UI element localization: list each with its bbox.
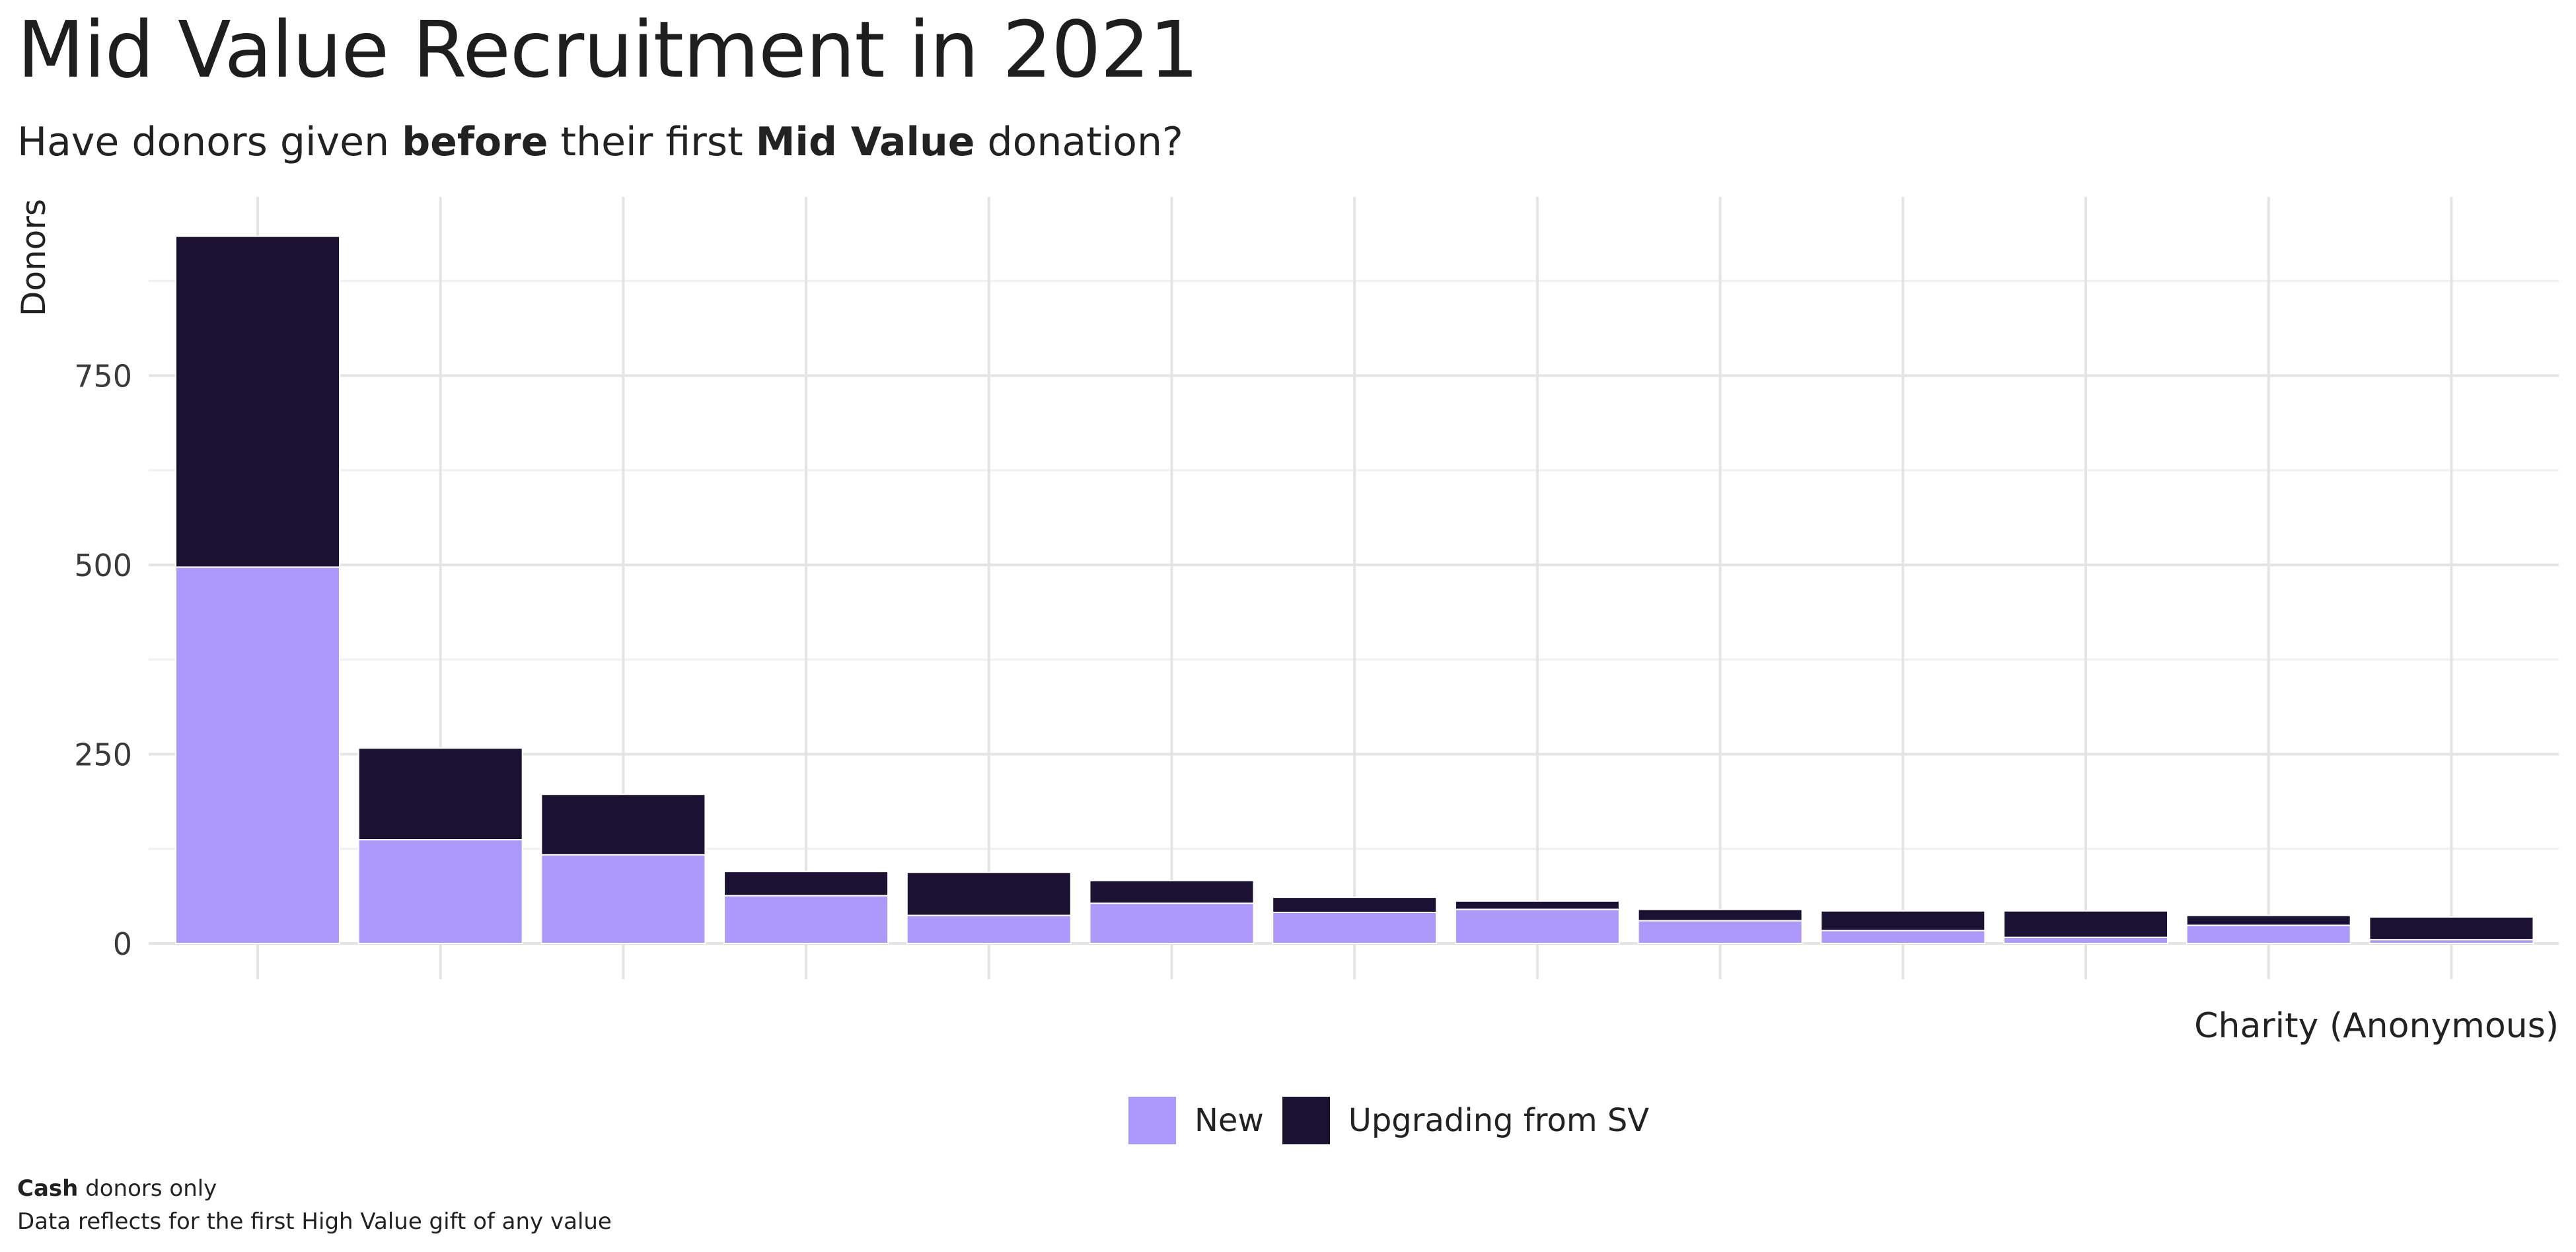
subtitle-part: donation? xyxy=(975,119,1183,165)
x-axis-label: Charity (Anonymous) xyxy=(2194,1006,2559,1046)
bar-upgrading xyxy=(357,747,523,840)
bar-new xyxy=(1089,902,1255,944)
bar-new xyxy=(175,566,340,944)
legend-key-new xyxy=(1128,1097,1176,1144)
y-tick-label: 250 xyxy=(74,737,132,773)
bar-upgrading xyxy=(2003,910,2168,938)
bars-group xyxy=(175,235,2534,945)
subtitle-emphasis-before: before xyxy=(402,119,548,165)
bar-upgrading xyxy=(1637,908,1803,922)
chart-subtitle: Have donors given before their first Mid… xyxy=(17,116,1183,168)
bar-new xyxy=(1637,920,1803,944)
bar-new xyxy=(1272,912,1438,945)
bar-new xyxy=(2186,924,2351,944)
subtitle-part: Have donors given xyxy=(17,119,402,165)
caption-line-1: Cash donors only xyxy=(17,1172,612,1205)
bar-new xyxy=(906,914,1072,945)
caption-rest: donors only xyxy=(78,1175,217,1202)
subtitle-part: their first xyxy=(548,119,756,165)
bar-upgrading xyxy=(2186,914,2351,926)
bar-new xyxy=(1820,930,1986,944)
caption-bold: Cash xyxy=(17,1175,79,1202)
subtitle-emphasis-mid-value: Mid Value xyxy=(755,119,975,165)
chart-plot: 0 250 500 750 Donors Charity (Anonymous) xyxy=(15,197,2559,1046)
ticks-group: 0 250 500 750 xyxy=(74,359,132,963)
bar-upgrading xyxy=(1454,900,1620,910)
bar-upgrading xyxy=(1272,897,1438,914)
bar-new xyxy=(723,895,889,944)
legend-key-upgrading xyxy=(1282,1097,1330,1144)
legend: New Upgrading from SV xyxy=(1128,1097,1668,1144)
bar-upgrading xyxy=(2369,916,2534,941)
y-tick-label: 500 xyxy=(74,548,132,583)
bar-upgrading xyxy=(1820,910,1986,932)
bar-new xyxy=(357,838,523,945)
bar-upgrading xyxy=(175,235,340,568)
bar-new xyxy=(2369,939,2534,945)
bar-new xyxy=(2003,936,2168,945)
chart-title: Mid Value Recruitment in 2021 xyxy=(17,4,1199,95)
y-axis-label: Donors xyxy=(15,199,53,316)
bar-upgrading xyxy=(723,871,889,897)
bar-upgrading xyxy=(1089,879,1255,904)
legend-label-new: New xyxy=(1195,1102,1264,1139)
caption: Cash donors only Data reflects for the f… xyxy=(17,1172,612,1238)
bar-new xyxy=(540,854,706,944)
bar-new xyxy=(1454,908,1620,945)
bar-upgrading xyxy=(906,871,1072,916)
y-tick-label: 750 xyxy=(74,359,132,394)
y-tick-label: 0 xyxy=(113,926,132,962)
caption-line-2: Data reflects for the first High Value g… xyxy=(17,1208,612,1235)
bar-upgrading xyxy=(540,793,706,856)
legend-label-upgrading: Upgrading from SV xyxy=(1348,1102,1650,1139)
